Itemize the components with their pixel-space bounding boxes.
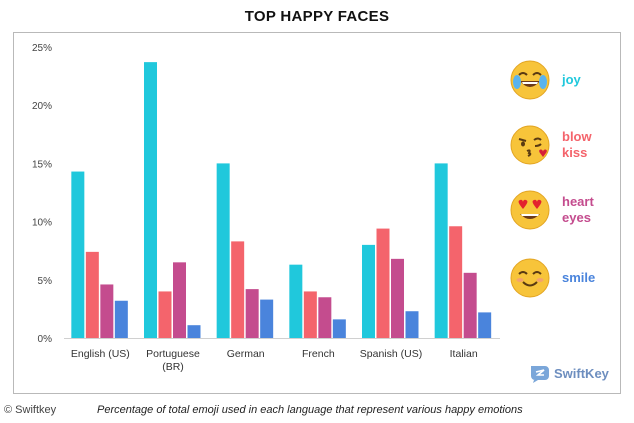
- joy-emoji-icon: [510, 60, 550, 100]
- bar-joy-0: [71, 171, 85, 338]
- legend-label: blow kiss: [562, 129, 592, 161]
- legend-item: heart eyes: [510, 190, 620, 234]
- chart-title: TOP HAPPY FACES: [244, 8, 390, 25]
- legend-label: joy: [562, 72, 581, 88]
- y-tick-label: 0%: [38, 334, 53, 345]
- bar-smile-2: [260, 299, 274, 338]
- y-tick-label: 5%: [38, 276, 53, 287]
- chart-caption: Percentage of total emoji used in each l…: [97, 404, 523, 416]
- bar-heart-eyes-3: [318, 297, 332, 338]
- x-tick-label: Italian: [450, 348, 478, 360]
- y-tick-label: 25%: [32, 43, 52, 54]
- bar-heart-eyes-1: [173, 262, 186, 338]
- bar-blow-kiss-5: [449, 226, 463, 338]
- bar-heart-eyes-2: [245, 289, 259, 338]
- x-tick-label: (BR): [162, 361, 184, 373]
- bar-joy-3: [289, 264, 303, 338]
- bar-blow-kiss-0: [85, 251, 99, 338]
- legend-item: blow kiss: [510, 125, 620, 169]
- bar-joy-1: [144, 62, 157, 339]
- legend-item: smile: [510, 258, 620, 302]
- bar-joy-5: [434, 163, 448, 338]
- y-tick-label: 20%: [32, 101, 52, 112]
- bar-heart-eyes-5: [463, 272, 477, 338]
- bar-smile-4: [405, 311, 419, 338]
- blow-kiss-emoji-icon: [510, 125, 550, 165]
- legend-item: joy: [510, 60, 620, 104]
- legend-label-line: blow: [562, 129, 592, 144]
- swiftkey-logo-icon: [531, 366, 549, 383]
- x-tick-label: Portuguese: [146, 348, 200, 360]
- heart-eyes-emoji-icon: [510, 190, 550, 230]
- bar-heart-eyes-4: [391, 258, 404, 338]
- legend-label-line: joy: [562, 72, 581, 87]
- copyright-credit: © Swiftkey: [4, 404, 57, 416]
- legend-label: smile: [562, 270, 595, 286]
- legend-label-line: kiss: [562, 145, 588, 160]
- bar-joy-4: [362, 244, 375, 338]
- smile-emoji-icon: [510, 258, 550, 298]
- bar-smile-0: [114, 300, 128, 338]
- swiftkey-logo: SwiftKey: [528, 364, 618, 384]
- bar-blow-kiss-4: [376, 228, 390, 338]
- x-tick-label: French: [302, 348, 335, 360]
- bar-smile-5: [478, 312, 492, 338]
- bar-blow-kiss-3: [303, 291, 317, 338]
- y-tick-label: 10%: [32, 218, 52, 229]
- bar-blow-kiss-2: [231, 241, 245, 338]
- bar-smile-1: [187, 325, 201, 338]
- legend-label: heart eyes: [562, 194, 594, 226]
- x-tick-label: English (US): [71, 348, 130, 360]
- legend-label-line: smile: [562, 270, 596, 285]
- bar-smile-3: [332, 319, 346, 338]
- bar-heart-eyes-0: [100, 284, 114, 338]
- bar-blow-kiss-1: [158, 291, 172, 338]
- x-tick-label: German: [227, 348, 265, 360]
- x-tick-label: Spanish (US): [360, 348, 422, 360]
- bar-joy-2: [216, 163, 230, 338]
- chart-frame: [13, 32, 621, 394]
- brand-name: SwiftKey: [554, 366, 609, 381]
- legend-label-line: heart: [562, 194, 594, 209]
- legend-label-line: eyes: [562, 210, 591, 225]
- y-tick-label: 15%: [32, 159, 52, 170]
